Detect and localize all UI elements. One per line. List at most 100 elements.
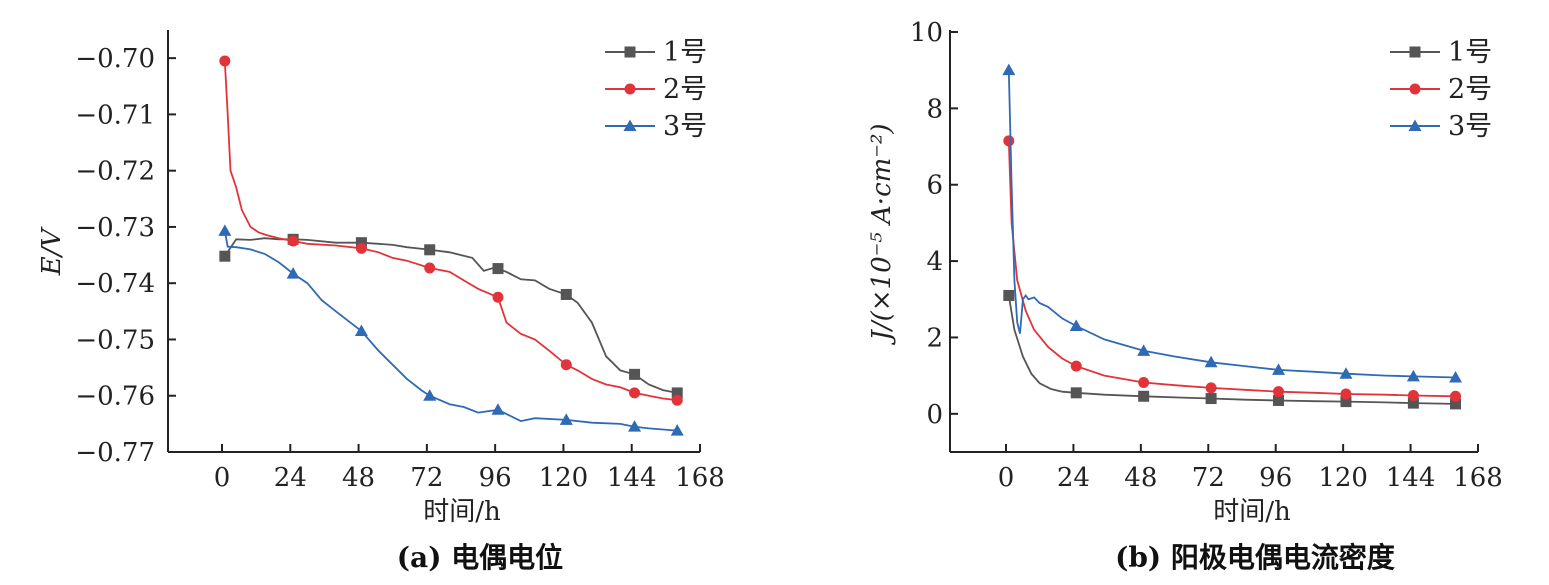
y-tick-label: 10	[910, 18, 943, 48]
data-point-1	[355, 237, 367, 249]
data-point-2	[1450, 390, 1462, 402]
legend-label-3: 3号	[663, 111, 707, 142]
data-point-1	[219, 250, 231, 262]
data-point-3	[1272, 363, 1286, 375]
series-line-1	[224, 237, 678, 394]
chart-caption: (b) 阳极电偶电流密度	[1115, 541, 1395, 574]
data-point-3	[286, 267, 300, 279]
data-point-3	[354, 324, 368, 337]
y-tick-label: 0	[926, 400, 943, 430]
x-axis-label: 时间/h	[1213, 497, 1291, 527]
legend-marker-1	[1409, 46, 1421, 58]
data-point-1	[560, 288, 572, 300]
y-tick-label: −0.70	[75, 44, 155, 74]
data-point-1	[1340, 396, 1352, 408]
y-tick-label: 4	[926, 247, 943, 277]
data-point-2	[492, 291, 504, 303]
y-tick-label: −0.77	[75, 438, 155, 468]
data-point-1	[1070, 387, 1082, 399]
data-point-1	[492, 263, 504, 275]
x-tick-label: 168	[675, 463, 725, 493]
legend-marker-3	[623, 119, 637, 131]
data-point-3	[423, 389, 437, 401]
x-tick-label: 24	[1057, 463, 1090, 493]
legend-marker-2	[624, 83, 636, 95]
x-tick-label: 72	[1192, 463, 1225, 493]
data-point-3	[628, 420, 642, 432]
data-point-1	[671, 387, 683, 399]
data-point-2	[560, 359, 572, 371]
data-point-1	[629, 368, 641, 380]
series-line-2	[1007, 140, 1456, 398]
x-tick-label: 0	[998, 463, 1015, 493]
x-tick-label: 96	[1259, 463, 1292, 493]
data-point-2	[1273, 386, 1285, 398]
x-tick-label: 144	[607, 463, 657, 493]
data-point-1	[424, 244, 436, 256]
x-tick-label: 0	[214, 463, 231, 493]
x-axis-label: 时间/h	[423, 497, 501, 527]
data-point-2	[1070, 360, 1082, 372]
data-point-2	[1003, 135, 1015, 147]
legend-marker-3	[1408, 119, 1422, 131]
legend-label-1: 1号	[1448, 37, 1492, 68]
data-point-1	[1205, 393, 1217, 405]
x-tick-label: 120	[539, 463, 589, 493]
data-point-3	[218, 224, 232, 236]
x-tick-label: 120	[1318, 463, 1368, 493]
y-tick-label: −0.71	[75, 100, 155, 130]
data-point-3	[559, 413, 573, 425]
data-point-3	[1406, 369, 1420, 382]
data-point-1	[1273, 394, 1285, 406]
data-point-3	[670, 424, 684, 436]
data-point-2	[287, 235, 299, 247]
x-tick-label: 48	[342, 463, 375, 493]
data-point-2	[1340, 388, 1352, 400]
legend-label-1: 1号	[663, 37, 707, 68]
y-tick-label: 8	[926, 94, 943, 124]
x-tick-label: 96	[479, 463, 512, 493]
y-tick-label: 2	[926, 323, 943, 353]
data-point-2	[1407, 389, 1419, 401]
data-point-1	[1138, 390, 1150, 402]
data-point-2	[1138, 377, 1150, 389]
data-point-2	[629, 387, 641, 399]
chart-a: 0 24 48 72 96 120 144 168 −0.77 −0.76 −0.75 −0.74 −0…	[37, 30, 725, 574]
chart-caption: (a) 电偶电位	[397, 541, 563, 574]
series-line-3	[223, 230, 678, 432]
series-line-2	[223, 60, 678, 402]
data-point-3	[1449, 371, 1463, 383]
x-tick-label: 24	[274, 463, 307, 493]
data-point-3	[1204, 355, 1218, 368]
legend-label-3: 3号	[1448, 111, 1492, 142]
legend-marker-2	[1409, 83, 1421, 95]
x-tick-label: 48	[1124, 463, 1157, 493]
data-point-1	[1450, 398, 1462, 410]
y-axis-label: J/(×10⁻⁵ A·cm⁻²)	[867, 123, 897, 345]
y-tick-label: −0.72	[75, 157, 155, 187]
data-point-1	[1003, 289, 1015, 301]
data-point-2	[355, 242, 367, 254]
data-point-2	[219, 55, 231, 67]
data-point-3	[491, 403, 505, 415]
x-tick-label: 168	[1453, 463, 1503, 493]
data-point-2	[671, 394, 683, 406]
y-tick-label: −0.73	[75, 213, 155, 243]
data-point-3	[1137, 344, 1151, 356]
data-point-1	[1407, 397, 1419, 409]
legend-label-2: 2号	[663, 74, 707, 105]
legend-marker-1	[624, 46, 636, 58]
data-point-3	[1339, 367, 1353, 379]
data-point-3	[1069, 319, 1083, 331]
y-tick-label: 6	[926, 171, 943, 201]
data-point-2	[1205, 382, 1217, 394]
series-line-3	[1007, 70, 1456, 379]
x-tick-label: 72	[410, 463, 443, 493]
x-tick-label: 144	[1386, 463, 1436, 493]
y-tick-label: −0.75	[75, 325, 155, 355]
y-tick-label: −0.76	[75, 382, 155, 412]
y-axis-label: E/V	[37, 227, 67, 277]
legend-label-2: 2号	[1448, 74, 1492, 105]
